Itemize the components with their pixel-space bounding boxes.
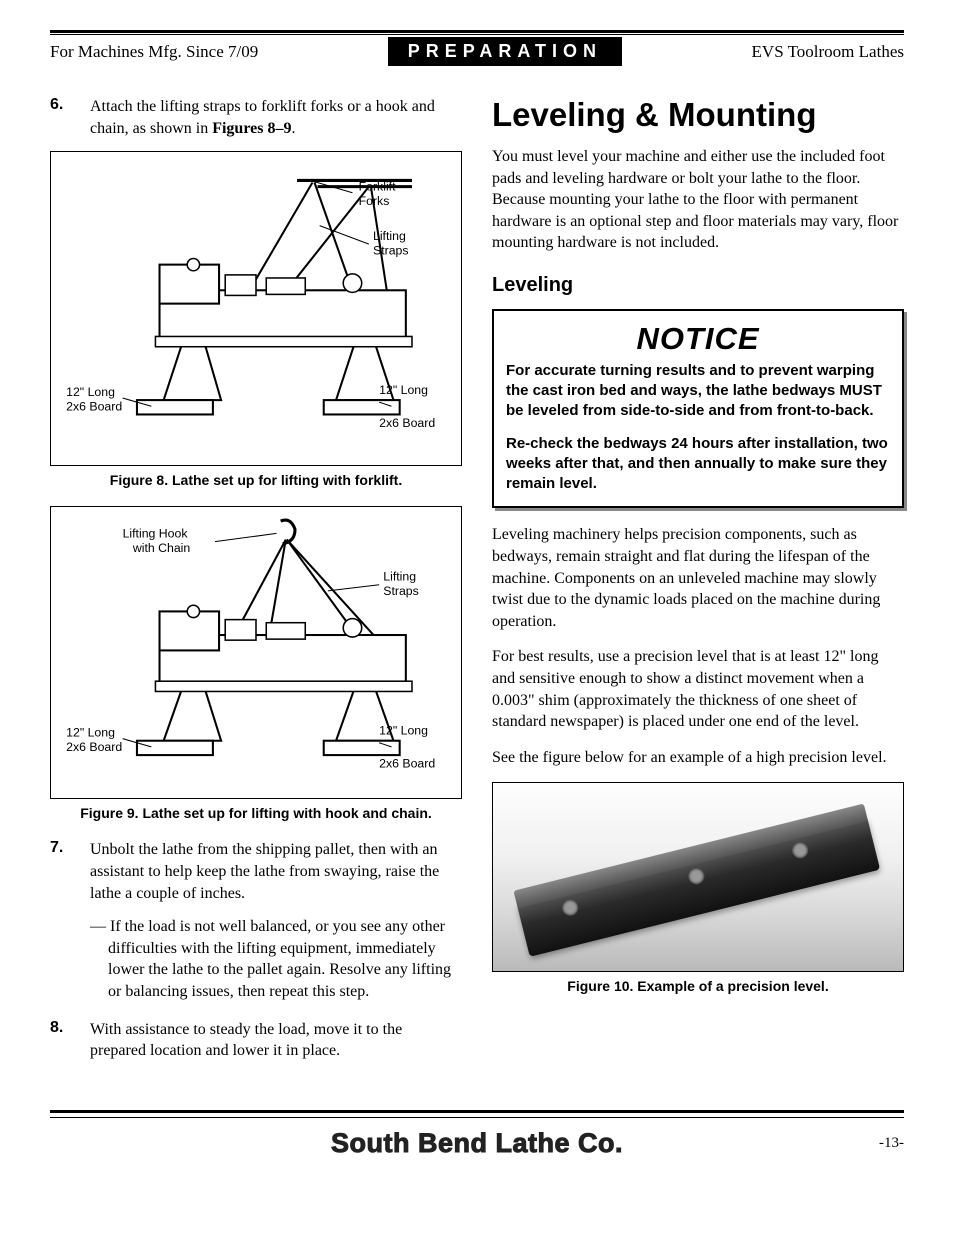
- dial-icon: [560, 898, 579, 917]
- notice-p1: For accurate turning results and to prev…: [506, 361, 890, 422]
- step6-part-c: .: [291, 120, 295, 137]
- dial-icon: [686, 867, 705, 886]
- step6-figref: Figures 8–9: [212, 120, 291, 137]
- notice-box: NOTICE For accurate turning results and …: [492, 309, 904, 509]
- figure-8-box: Forklift Forks Lifting Straps 12" Long 2…: [50, 151, 462, 465]
- leveling-para-1: Leveling machinery helps precision compo…: [492, 524, 904, 632]
- intro-paragraph: You must level your machine and either u…: [492, 146, 904, 254]
- step-7: 7. Unbolt the lathe from the shipping pa…: [50, 839, 462, 904]
- step-6: 6. Attach the lifting straps to forklift…: [50, 96, 462, 139]
- footer-brand: South Bend Lathe Co.: [331, 1128, 623, 1159]
- footer-inner: South Bend Lathe Co. -13-: [50, 1117, 904, 1159]
- fig8-board-right-1: 12" Long: [379, 383, 428, 397]
- fig8-board-left-1: 12" Long: [66, 385, 115, 399]
- leveling-para-2: For best results, use a precision level …: [492, 646, 904, 732]
- fig8-lifting-label: Lifting: [373, 229, 406, 243]
- right-column: Leveling & Mounting You must level your …: [492, 96, 904, 1074]
- fig8-forklift-label: Forklift: [359, 180, 396, 194]
- fig9-lifting-label: Lifting: [383, 569, 416, 583]
- subsection-heading: Leveling: [492, 274, 904, 297]
- precision-level-graphic: [516, 818, 879, 958]
- fig9-hook-1: Lifting Hook: [123, 526, 189, 540]
- step-text: Unbolt the lathe from the shipping palle…: [90, 839, 462, 904]
- step-text: Attach the lifting straps to forklift fo…: [90, 96, 462, 139]
- notice-p2: Re-check the bedways 24 hours after inst…: [506, 434, 890, 495]
- figure-8-caption: Figure 8. Lathe set up for lifting with …: [50, 472, 462, 488]
- page-header: For Machines Mfg. Since 7/09 PREPARATION…: [50, 37, 904, 66]
- fig8-forks-label: Forks: [359, 194, 390, 208]
- dial-icon: [790, 841, 809, 860]
- left-column: 6. Attach the lifting straps to forklift…: [50, 96, 462, 1074]
- step-number: 8.: [50, 1019, 72, 1062]
- figure-9-box: Lifting Hook with Chain Lifting Straps 1…: [50, 506, 462, 800]
- step-7-substep: — If the load is not well balanced, or y…: [90, 916, 462, 1002]
- fig9-board-left-1: 12" Long: [66, 725, 115, 739]
- two-column-layout: 6. Attach the lifting straps to forklift…: [50, 96, 904, 1074]
- fig9-board-left-2: 2x6 Board: [66, 740, 122, 754]
- header-rule: [50, 30, 904, 35]
- step-number: 7.: [50, 839, 72, 904]
- fig8-board-right-2: 2x6 Board: [379, 416, 435, 430]
- fig8-straps-label: Straps: [373, 244, 409, 258]
- page-footer: South Bend Lathe Co. -13-: [50, 1110, 904, 1159]
- fig9-hook-2: with Chain: [132, 540, 191, 554]
- figure-8-diagram: Forklift Forks Lifting Straps 12" Long 2…: [61, 162, 451, 449]
- fig8-board-left-2: 2x6 Board: [66, 400, 122, 414]
- section-heading: Leveling & Mounting: [492, 96, 904, 134]
- fig9-board-right-2: 2x6 Board: [379, 756, 435, 770]
- page-number: -13-: [879, 1135, 904, 1152]
- figure-9-caption: Figure 9. Lathe set up for lifting with …: [50, 805, 462, 821]
- notice-title: NOTICE: [506, 321, 890, 357]
- figure-10-photo: [492, 782, 904, 972]
- header-center-badge: PREPARATION: [388, 37, 622, 66]
- leveling-para-3: See the figure below for an example of a…: [492, 747, 904, 769]
- figure-10-caption: Figure 10. Example of a precision level.: [492, 978, 904, 994]
- step-8: 8. With assistance to steady the load, m…: [50, 1019, 462, 1062]
- header-left-text: For Machines Mfg. Since 7/09: [50, 42, 258, 62]
- figure-9-diagram: Lifting Hook with Chain Lifting Straps 1…: [61, 517, 451, 784]
- fig9-board-right-1: 12" Long: [379, 723, 428, 737]
- fig9-straps-label: Straps: [383, 584, 419, 598]
- step-text: With assistance to steady the load, move…: [90, 1019, 462, 1062]
- header-right-text: EVS Toolroom Lathes: [752, 42, 904, 62]
- step-number: 6.: [50, 96, 72, 139]
